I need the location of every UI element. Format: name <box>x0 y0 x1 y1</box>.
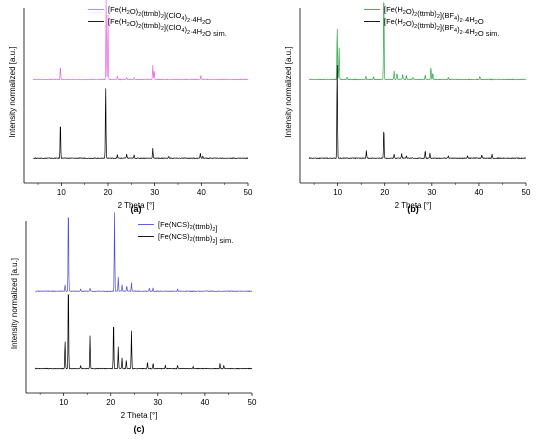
x-tick-label: 10 <box>57 188 66 197</box>
legend-entry: [Fe(H2O)2(ttmb)2](ClO4)2·4H2O <box>108 5 211 26</box>
series-line <box>35 294 253 370</box>
x-axis-title: 2 Theta [°] <box>118 201 155 210</box>
panel-label: (b) <box>407 204 419 214</box>
x-tick-label: 30 <box>150 188 159 197</box>
x-tick-label: 50 <box>244 188 253 197</box>
legend-entry: [Fe(NCS)2(ttmb)2] <box>158 220 217 233</box>
y-axis-title: Intensity normalized [a.u.] <box>10 258 19 349</box>
series-line <box>309 2 527 81</box>
panel-label: (c) <box>134 424 145 434</box>
y-axis-title: Intensity normalized [a.u.] <box>284 46 293 137</box>
x-tick-label: 30 <box>153 398 162 407</box>
chart-panel-1: 10 20 30 40 50 2 Theta [°] Intensity normalize… <box>8 0 253 214</box>
legend-entry: [Fe(NCS)2(ttmb)2] sim. <box>158 232 233 245</box>
y-axis-title: Intensity normalized [a.u.] <box>8 46 17 137</box>
x-tick-label: 40 <box>197 188 206 197</box>
x-tick-label: 40 <box>200 398 209 407</box>
x-tick-label: 20 <box>380 188 389 197</box>
x-tick-label: 10 <box>333 188 342 197</box>
x-tick-label: 20 <box>104 188 113 197</box>
x-tick-label: 50 <box>522 188 531 197</box>
x-tick-label: 40 <box>474 188 483 197</box>
series-line <box>32 0 249 81</box>
panel-label: (a) <box>131 204 142 214</box>
x-tick-label: 20 <box>106 398 115 407</box>
series-line <box>309 65 527 160</box>
chart-panel-2: 10 20 30 40 50 2 Theta [°] Intensity normalize… <box>284 2 531 214</box>
legend-entry: [Fe(H2O)2(ttmb)2](ClO4)2·4H2O sim. <box>108 17 227 38</box>
x-tick-label: 30 <box>427 188 436 197</box>
legend-entry: [Fe(H2O)2(ttmb)2](BF4)2·4H2O sim. <box>384 17 500 38</box>
x-axis-title: 2 Theta [°] <box>395 201 432 210</box>
series-line <box>35 212 253 293</box>
x-tick-label: 50 <box>248 398 257 407</box>
x-axis-title: 2 Theta [°] <box>121 411 158 420</box>
x-tick-label: 10 <box>59 398 68 407</box>
legend-entry: [Fe(H2O)2(ttmb)2](BF4)2·4H2O <box>384 5 484 26</box>
series-line <box>32 88 249 160</box>
chart-panel-3: 10 20 30 40 50 2 Theta [°] Intensity normalize… <box>10 212 257 434</box>
